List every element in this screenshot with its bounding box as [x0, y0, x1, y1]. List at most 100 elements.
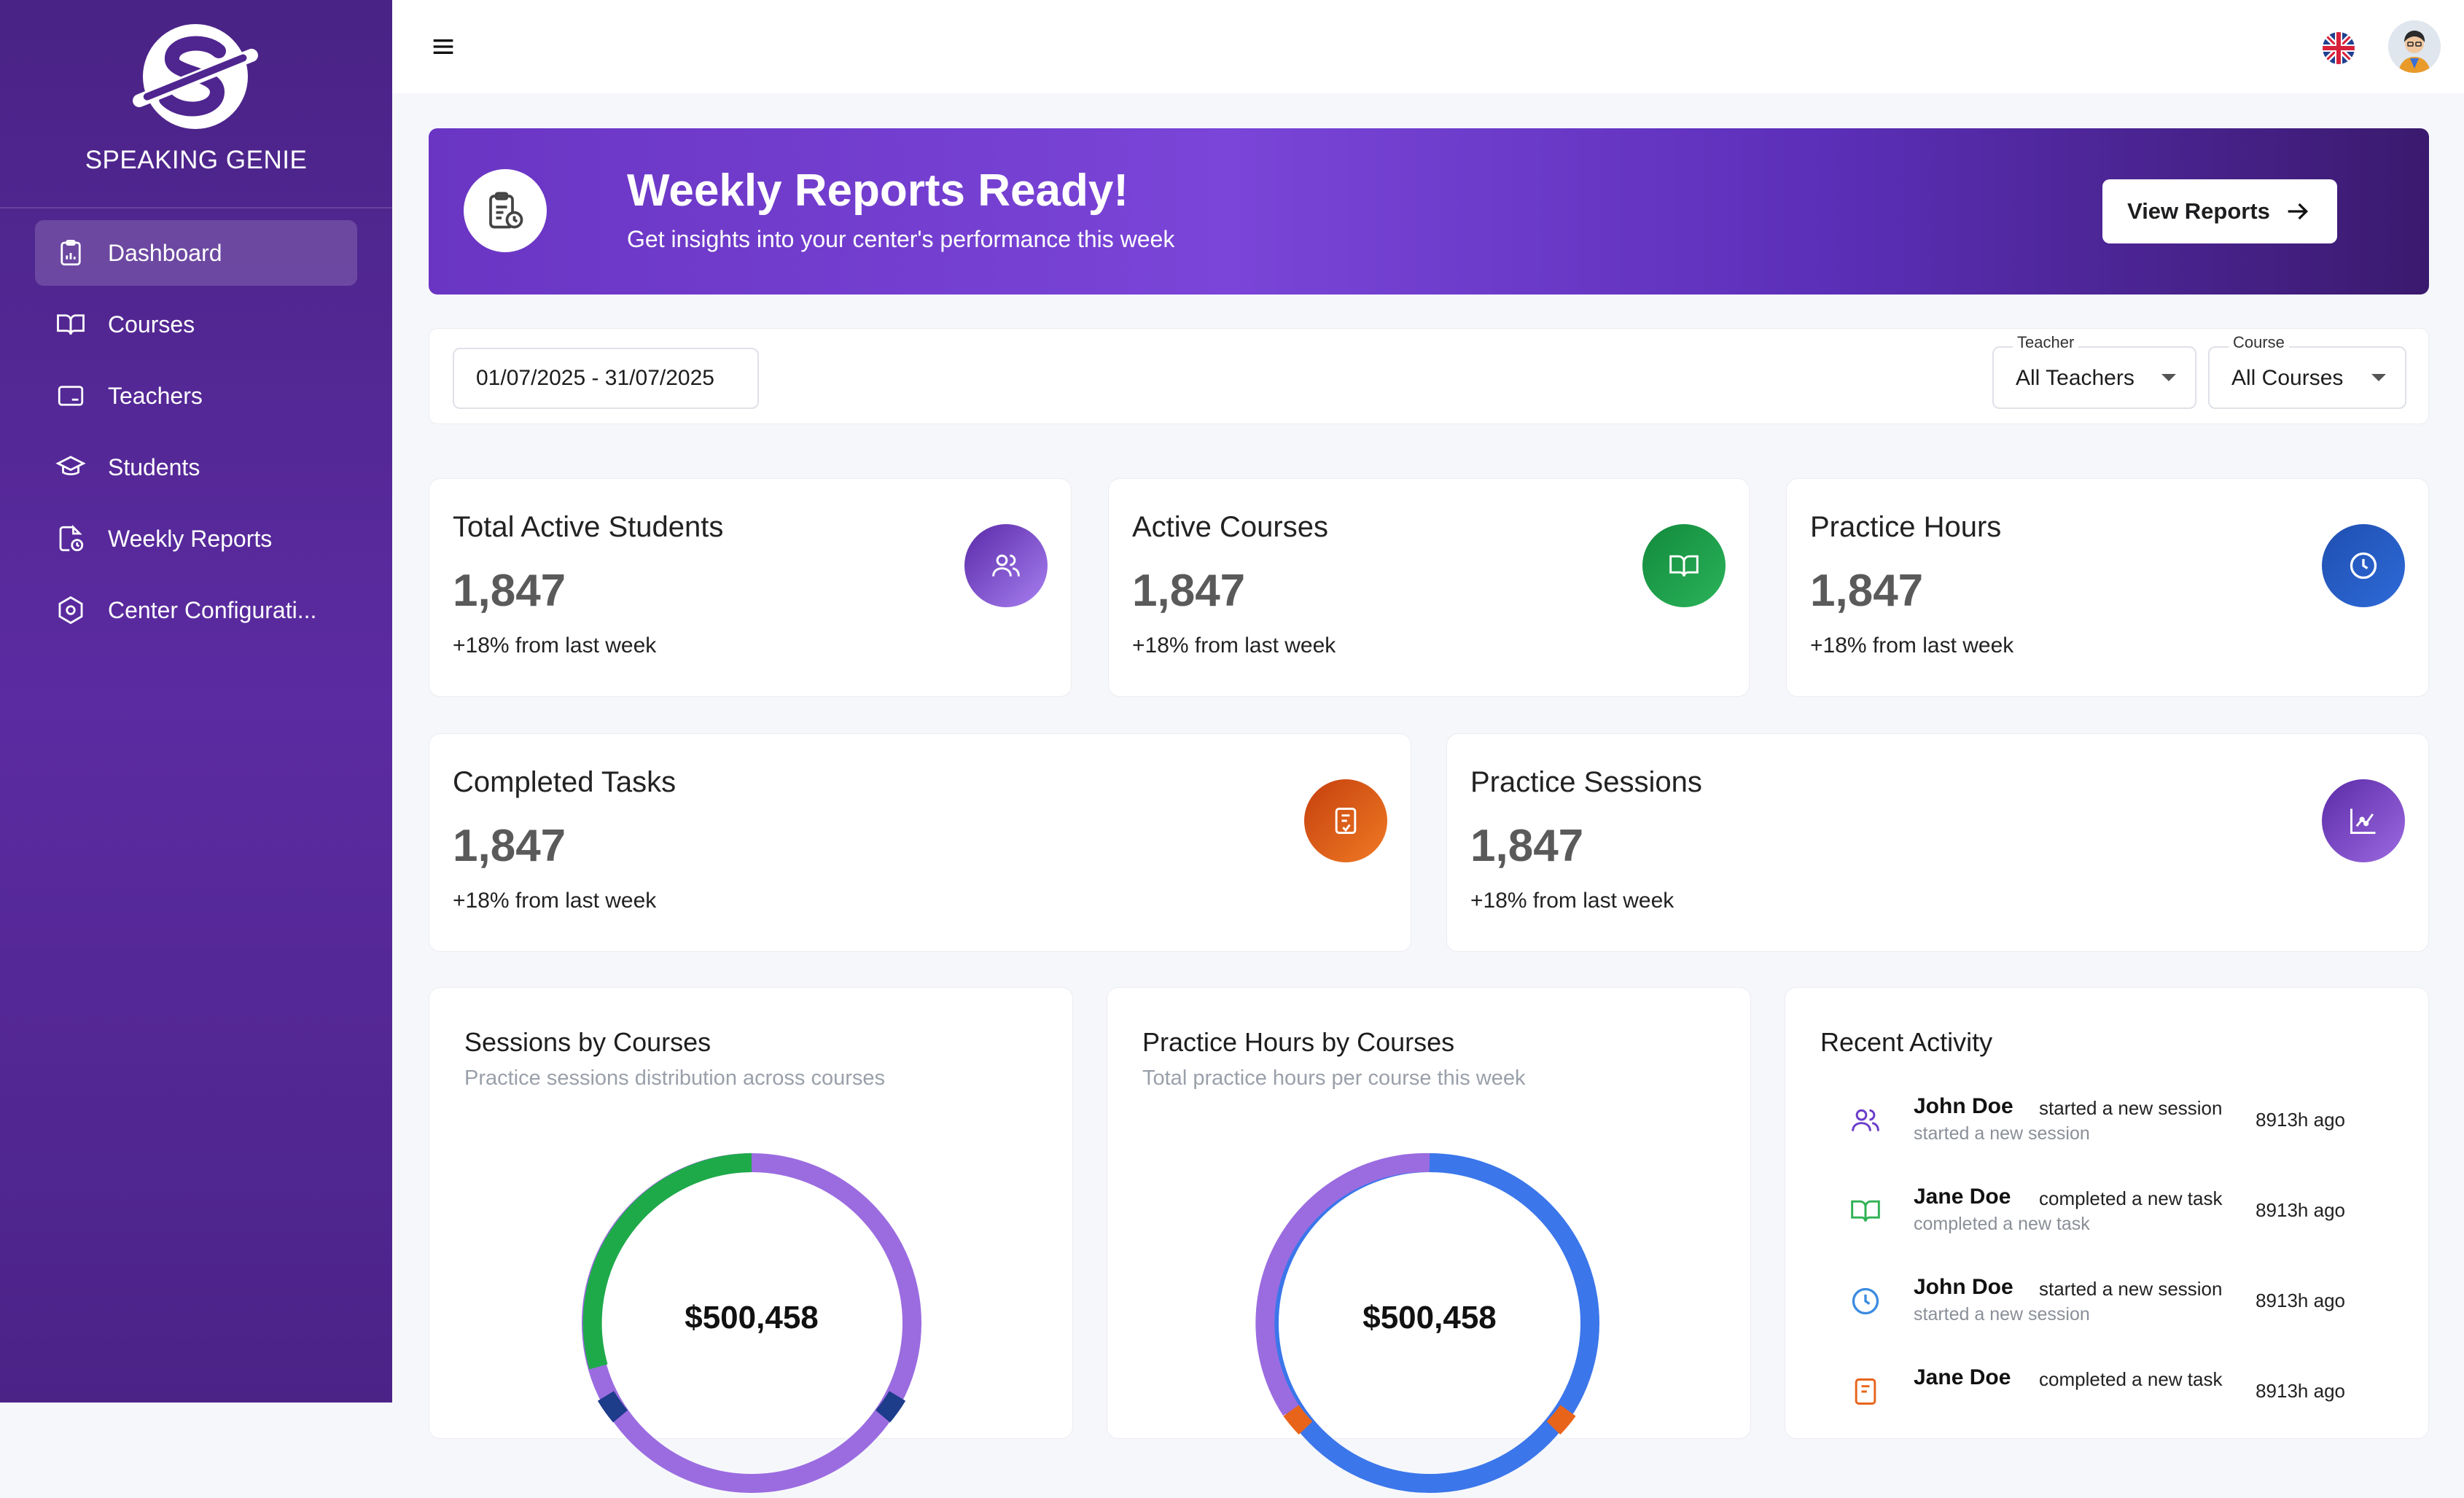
stat-delta: +18% from last week: [453, 889, 657, 913]
banner-icon-circle: [464, 169, 547, 252]
monitor-icon: [58, 386, 84, 406]
sidebar-item-label: Courses: [108, 311, 195, 338]
stat-value: 1,847: [1470, 821, 1584, 871]
filter-bar: 01/07/2025 - 31/07/2025 Teacher All Teac…: [429, 328, 2429, 424]
task-check-icon: [1304, 779, 1387, 862]
graduation-cap-icon: [55, 456, 86, 476]
book-icon: [57, 314, 85, 335]
stat-title: Active Courses: [1132, 511, 1328, 543]
teacher-select-label: Teacher: [2013, 332, 2079, 354]
date-range-picker[interactable]: 01/07/2025 - 31/07/2025: [453, 348, 759, 409]
practice-hours-by-courses-panel: Practice Hours by Courses Total practice…: [1107, 987, 1751, 1493]
sidebar-nav: Dashboard Courses Teachers Students Week…: [35, 220, 357, 649]
stat-card-completed-tasks: Completed Tasks 1,847 +18% from last wee…: [429, 733, 1411, 952]
stat-delta: +18% from last week: [1810, 633, 2014, 658]
hexagon-gear-icon: [58, 596, 83, 625]
activity-name: John Doe: [1914, 1094, 2013, 1118]
view-reports-label: View Reports: [2127, 198, 2270, 224]
speaking-genie-logo[interactable]: [125, 22, 265, 131]
view-reports-button[interactable]: View Reports: [2102, 179, 2337, 243]
activity-sub: completed a new task: [1914, 1214, 2090, 1234]
activity-verb: started a new session: [2039, 1278, 2223, 1300]
sidebar-item-courses[interactable]: Courses: [35, 292, 357, 357]
uk-flag-icon[interactable]: [2323, 32, 2355, 64]
users-icon: [964, 524, 1048, 607]
stat-title: Practice Hours: [1810, 511, 2002, 543]
course-select[interactable]: Course All Courses: [2208, 332, 2406, 409]
activity-time: 8913h ago: [2256, 1290, 2345, 1311]
stat-delta: +18% from last week: [1470, 889, 1674, 913]
sidebar-item-center-configuration[interactable]: Center Configurati...: [35, 577, 357, 643]
stat-title: Total Active Students: [453, 511, 724, 543]
chevron-down-icon: [2161, 374, 2176, 381]
teacher-select-value: All Teachers: [2016, 366, 2134, 390]
stat-value: 1,847: [1132, 566, 1246, 616]
stat-title: Completed Tasks: [453, 766, 677, 798]
menu-icon[interactable]: [429, 32, 458, 61]
course-select-label: Course: [2229, 332, 2289, 354]
activity-verb: started a new session: [2039, 1097, 2223, 1119]
activity-verb: completed a new task: [2039, 1187, 2223, 1209]
stat-title: Practice Sessions: [1470, 766, 1702, 798]
sidebar-item-students[interactable]: Students: [35, 434, 357, 500]
task-icon: [1855, 1378, 1876, 1405]
sidebar-item-dashboard[interactable]: Dashboard: [35, 220, 357, 286]
avatar[interactable]: [2388, 20, 2441, 73]
sessions-by-courses-panel: Sessions by Courses Practice sessions di…: [429, 987, 1073, 1493]
sidebar-item-label: Teachers: [108, 382, 203, 409]
activity-time: 8913h ago: [2256, 1109, 2345, 1131]
sidebar-item-label: Center Configurati...: [108, 596, 317, 623]
stat-card-total-active-students: Total Active Students 1,847 +18% from la…: [429, 478, 1072, 697]
book-icon: [1642, 524, 1726, 607]
activity-item[interactable]: John Doe started a new session started a…: [1820, 1090, 2367, 1170]
users-icon: [1852, 1109, 1879, 1131]
weekly-reports-banner: Weekly Reports Ready! Get insights into …: [429, 128, 2429, 294]
sidebar-item-label: Students: [108, 453, 200, 480]
activity-time: 8913h ago: [2256, 1199, 2345, 1221]
stat-value: 1,847: [453, 821, 566, 871]
stat-delta: +18% from last week: [1132, 633, 1336, 658]
stat-value: 1,847: [1810, 566, 1924, 616]
panel-subtitle: Practice sessions distribution across co…: [464, 1066, 886, 1090]
recent-activity-panel: Recent Activity John Doe started a new s…: [1785, 987, 2429, 1439]
stat-card-active-courses: Active Courses 1,847 +18% from last week: [1108, 478, 1750, 697]
activity-name: Jane Doe: [1914, 1185, 2011, 1209]
clipboard-icon: [61, 239, 81, 266]
stat-value: 1,847: [453, 566, 566, 616]
activity-name: Jane Doe: [1914, 1365, 2011, 1389]
activity-time: 8913h ago: [2256, 1380, 2345, 1402]
panel-title: Practice Hours by Courses: [1142, 1027, 1455, 1057]
activity-sub: started a new session: [1914, 1304, 2090, 1325]
sidebar-item-label: Weekly Reports: [108, 525, 273, 552]
panel-subtitle: Total practice hours per course this wee…: [1142, 1066, 1526, 1090]
teacher-select[interactable]: Teacher All Teachers: [1992, 332, 2196, 409]
activity-item[interactable]: Jane Doe completed a new task 8913h ago: [1820, 1361, 2367, 1441]
activity-item[interactable]: Jane Doe completed a new task completed …: [1820, 1180, 2367, 1260]
donut-total: $500,458: [1362, 1300, 1497, 1335]
sidebar-item-weekly-reports[interactable]: Weekly Reports: [35, 506, 357, 571]
course-select-value: All Courses: [2231, 366, 2344, 390]
brand: SPEAKING GENIE: [0, 0, 392, 208]
sidebar-item-teachers[interactable]: Teachers: [35, 363, 357, 429]
sidebar-item-label: Dashboard: [108, 239, 222, 266]
activity-sub: started a new session: [1914, 1123, 2090, 1144]
activity-name: John Doe: [1914, 1275, 2013, 1299]
clipboard-clock-icon: [489, 192, 523, 229]
arrow-right-icon: [2288, 203, 2308, 220]
donut-total: $500,458: [685, 1300, 819, 1335]
clock-icon: [1852, 1287, 1879, 1315]
stat-card-practice-hours: Practice Hours 1,847 +18% from last week: [1786, 478, 2429, 697]
book-icon: [1851, 1200, 1880, 1222]
chevron-down-icon: [2371, 374, 2386, 381]
chart-icon: [2322, 779, 2405, 862]
brand-name: SPEAKING GENIE: [85, 146, 308, 174]
stat-delta: +18% from last week: [453, 633, 657, 658]
clock-icon: [2322, 524, 2405, 607]
activity-item[interactable]: John Doe started a new session started a…: [1820, 1271, 2367, 1351]
activity-verb: completed a new task: [2039, 1368, 2223, 1390]
panel-title: Recent Activity: [1820, 1027, 1993, 1057]
banner-subtitle: Get insights into your center's performa…: [627, 226, 1175, 252]
stat-card-practice-sessions: Practice Sessions 1,847 +18% from last w…: [1446, 733, 2429, 952]
panel-title: Sessions by Courses: [464, 1027, 711, 1057]
topbar: [392, 0, 2464, 93]
